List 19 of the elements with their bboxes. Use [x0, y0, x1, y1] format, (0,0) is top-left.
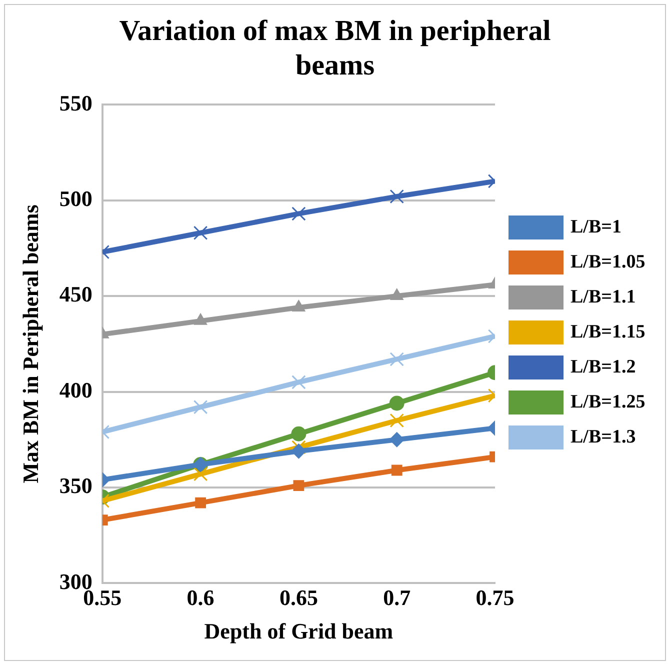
x-axis-title: Depth of Grid beam — [204, 618, 394, 644]
x-tick-label: 0.6 — [186, 585, 214, 610]
x-tick-label: 0.65 — [279, 585, 318, 610]
legend-label: L/B=1.3 — [570, 426, 636, 448]
legend-label: L/B=1.2 — [570, 356, 636, 378]
legend-label: L/B=1.1 — [570, 286, 636, 308]
x-tick-label: 0.75 — [476, 585, 514, 610]
y-tick-label: 400 — [59, 377, 92, 402]
y-axis-title: Max BM in Peripheral beams — [18, 204, 43, 484]
y-tick-label: 500 — [59, 186, 92, 212]
y-tick-label: 450 — [59, 282, 92, 307]
legend-label: L/B=1.15 — [570, 321, 646, 342]
x-tick-label: 0.7 — [383, 585, 411, 610]
legend-label: L/B=1.05 — [570, 251, 646, 272]
legend-label: L/B=1.25 — [570, 391, 646, 412]
y-tick-label: 350 — [59, 473, 92, 498]
y-tick-label: 550 — [59, 90, 92, 116]
legend-label: L/B=1 — [570, 216, 622, 238]
chart-title: Variation of max BM in peripheral beams — [119, 14, 551, 82]
